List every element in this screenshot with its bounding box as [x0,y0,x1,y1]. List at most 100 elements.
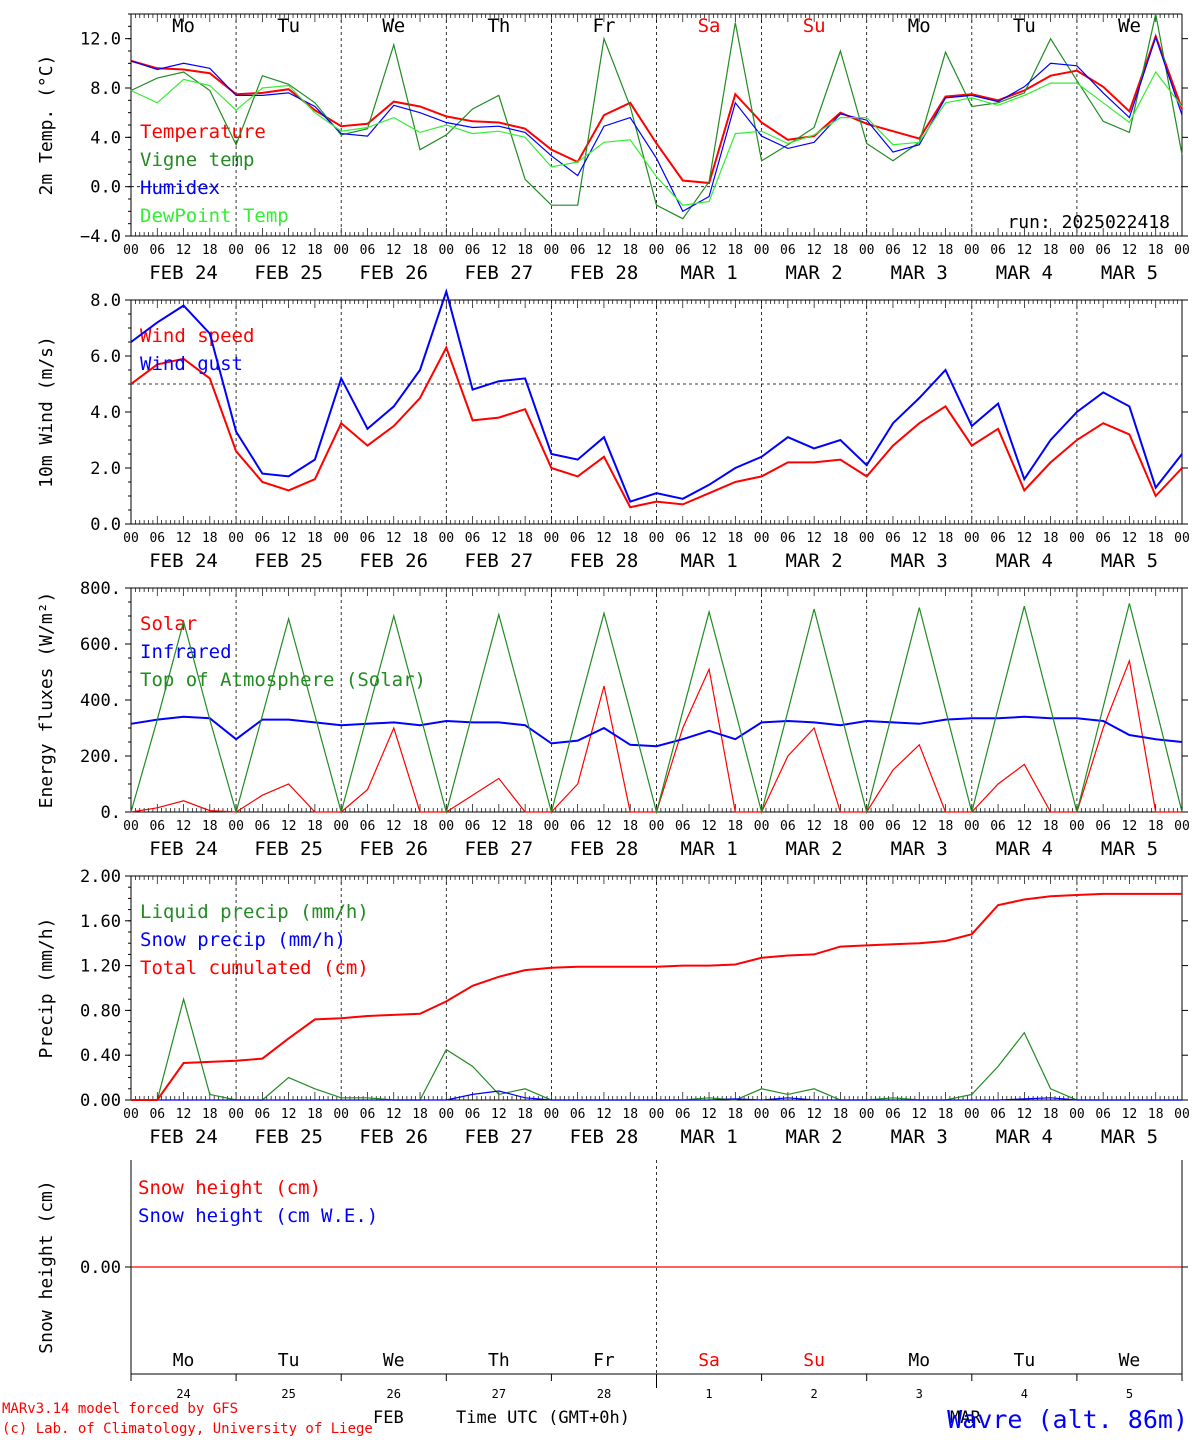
legend-entry: Wind gust [140,353,243,375]
month-overlay-label: MAR [950,1408,981,1428]
date-label: FEB 27 [465,262,534,284]
hour-tick-label: 18 [1148,819,1164,834]
hour-tick-label: 06 [885,531,901,546]
day-abbr: Mo [172,15,195,37]
day-number: 26 [387,1387,401,1401]
hour-tick-label: 00 [964,819,980,834]
date-label: MAR 4 [996,838,1053,860]
date-label: FEB 25 [254,550,323,572]
hour-tick-label: 06 [149,1107,165,1122]
hour-tick-label: 00 [754,531,770,546]
station-label: Wavre (alt. 86m) [947,1405,1188,1434]
y-axis-label: 2m Temp. (°C) [36,55,57,196]
hour-tick-label: 18 [622,819,638,834]
y-tick-label: −4.0 [80,227,121,247]
hour-tick-label: 12 [281,1107,297,1122]
hour-tick-label: 18 [202,819,218,834]
day-abbr: Mo [908,15,931,37]
hour-tick-label: 12 [1122,243,1138,258]
hour-tick-label: 00 [1174,531,1190,546]
hour-tick-label: 12 [1017,1107,1033,1122]
hour-tick-label: 06 [1095,1107,1111,1122]
hour-tick-label: 00 [1174,243,1190,258]
time-axis-label: Time UTC (GMT+0h) [456,1408,630,1428]
date-label: FEB 27 [465,1126,534,1148]
series-line [130,603,1183,815]
date-label: FEB 24 [149,838,218,860]
hour-tick-label: 12 [806,531,822,546]
hour-tick-label: 06 [570,531,586,546]
hour-tick-label: 00 [649,243,665,258]
hour-tick-label: 12 [281,819,297,834]
hour-tick-label: 00 [1069,1107,1085,1122]
hour-tick-label: 06 [780,1107,796,1122]
day-number: 1 [705,1387,712,1401]
series-line [130,345,1183,509]
hour-tick-label: 00 [1069,243,1085,258]
hour-tick-label: 12 [386,819,402,834]
hour-tick-label: 06 [255,819,271,834]
hour-tick-label: 06 [570,1107,586,1122]
day-abbr: We [1119,1350,1141,1371]
hour-tick-label: 18 [938,819,954,834]
hour-tick-label: 12 [491,1107,507,1122]
y-tick-label: 0.0 [90,515,121,535]
hour-tick-label: 00 [649,531,665,546]
hour-tick-label: 12 [596,819,612,834]
date-label: MAR 2 [786,838,843,860]
hour-tick-label: 00 [859,819,875,834]
y-tick-label: 8.0 [90,79,121,99]
chart-panel-5: 0.00 Snow height (cm) Snow height (cm) Snow… [36,1160,1188,1401]
date-label: FEB 26 [359,550,428,572]
legend-entry: Total cumulated (cm) [140,957,369,979]
hour-tick-label: 12 [1122,1107,1138,1122]
hour-tick-label: 00 [333,1107,349,1122]
hour-tick-label: 00 [754,1107,770,1122]
hour-tick-label: 00 [1174,1107,1190,1122]
hour-tick-label: 00 [123,1107,139,1122]
date-label: FEB 24 [149,262,218,284]
hour-tick-label: 06 [255,1107,271,1122]
legend-entry: Snow precip (mm/h) [140,929,346,951]
hour-tick-label: 18 [1148,531,1164,546]
hour-tick-label: 18 [727,531,743,546]
hour-tick-label: 12 [491,819,507,834]
hour-tick-label: 18 [1043,531,1059,546]
hour-tick-label: 12 [386,531,402,546]
hour-tick-label: 00 [649,1107,665,1122]
hour-tick-label: 18 [307,531,323,546]
y-tick-label: 0.0 [90,178,121,198]
hour-tick-label: 06 [360,243,376,258]
date-label: FEB 24 [149,550,218,572]
date-label: FEB 25 [254,262,323,284]
series-line [130,70,1183,206]
hour-tick-label: 18 [202,243,218,258]
hour-tick-label: 12 [491,243,507,258]
hour-tick-label: 12 [1122,819,1138,834]
y-tick-label: 0.80 [80,1001,121,1021]
day-abbr: We [1118,15,1141,37]
day-number: 4 [1021,1387,1028,1401]
hour-tick-label: 06 [780,819,796,834]
hour-tick-label: 00 [333,819,349,834]
credit-line-2: (c) Lab. of Climatology, University of L… [2,1421,373,1437]
hour-tick-label: 06 [149,531,165,546]
day-abbr: Fr [593,1350,615,1371]
hour-tick-label: 18 [202,1107,218,1122]
y-axis-label: Energy fluxes (W/m²) [36,592,57,809]
hour-tick-label: 06 [149,243,165,258]
date-label: FEB 27 [465,838,534,860]
date-label: FEB 26 [359,1126,428,1148]
hour-tick-label: 18 [1148,1107,1164,1122]
date-label: FEB 26 [359,262,428,284]
y-axis-label: Precip (mm/h) [36,918,57,1059]
hour-tick-label: 12 [176,819,192,834]
y-tick-label: 6.0 [90,347,121,367]
hour-tick-label: 00 [544,531,560,546]
hour-tick-label: 00 [544,1107,560,1122]
date-label: FEB 28 [570,262,639,284]
hour-tick-label: 06 [360,819,376,834]
hour-tick-label: 00 [859,1107,875,1122]
hour-tick-label: 18 [517,531,533,546]
hour-tick-label: 18 [307,1107,323,1122]
